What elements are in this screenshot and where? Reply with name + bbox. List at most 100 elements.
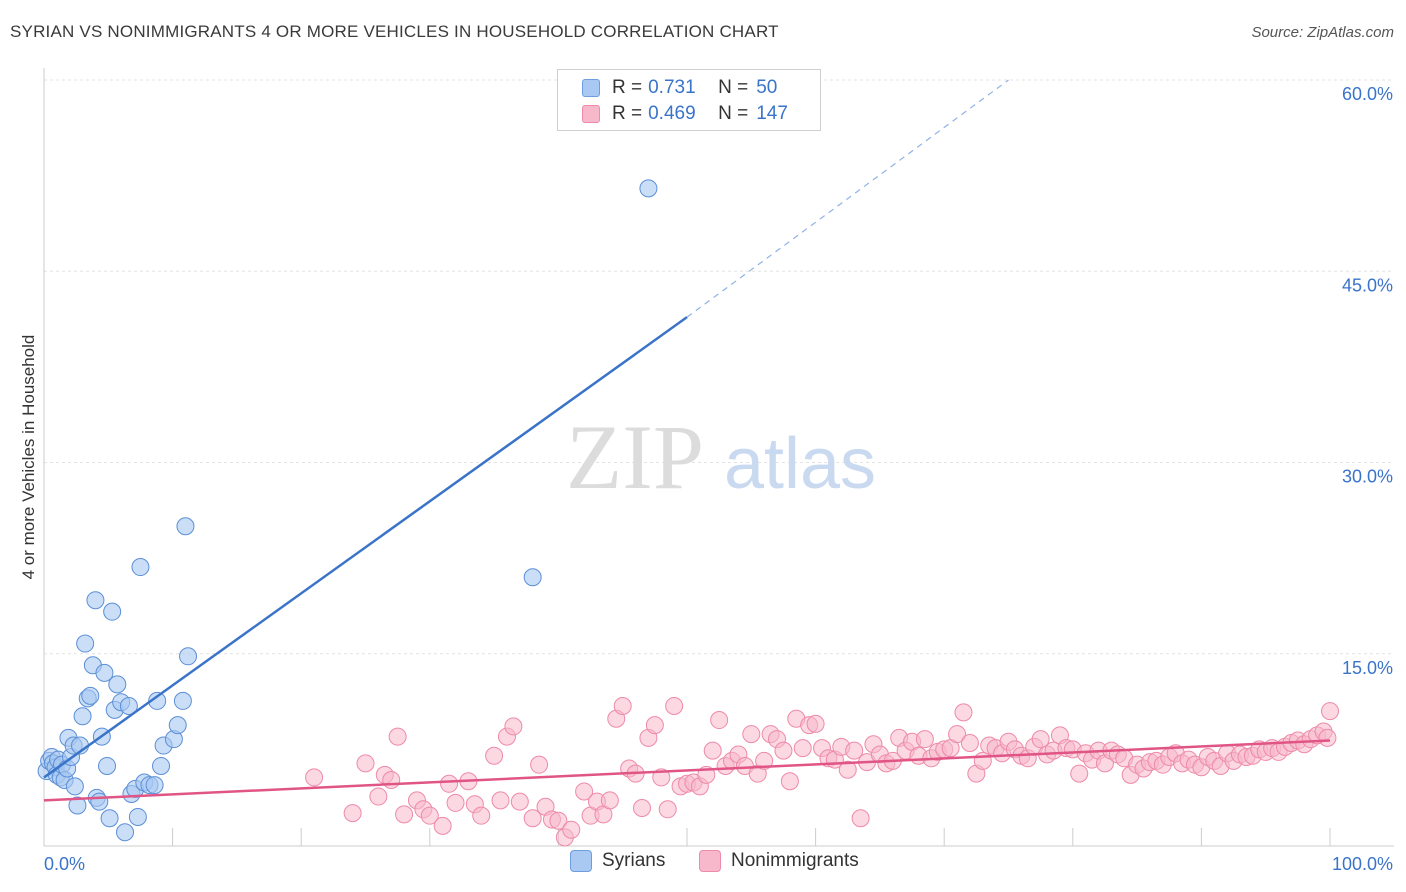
bottom-legend-label-nonimmigrants: Nonimmigrants bbox=[731, 850, 859, 871]
syrians-point bbox=[103, 602, 122, 621]
nonimmigrants-point bbox=[382, 770, 401, 789]
nonimmigrants-point bbox=[742, 725, 761, 744]
nonimmigrants-point bbox=[774, 741, 793, 760]
nonimmigrants-point bbox=[851, 809, 870, 828]
syrians-trend-line bbox=[43, 316, 688, 779]
nonimmigrants-point bbox=[388, 727, 407, 746]
x-tick-label: 0.0% bbox=[44, 854, 85, 874]
legend-n-label: N = bbox=[718, 77, 749, 98]
nonimmigrants-point bbox=[504, 717, 523, 736]
tick-labels: 15.0% 30.0% 45.0% 60.0% 0.0% 100.0% bbox=[44, 84, 1393, 874]
y-tick-label: 45.0% bbox=[1342, 275, 1393, 295]
syrians-point bbox=[168, 716, 187, 735]
legend: R = 0.731 N = 50 R = 0.469 N = 147 bbox=[557, 69, 821, 131]
nonimmigrants-point bbox=[845, 741, 864, 760]
bottom-legend-swatch-nonimmigrants bbox=[699, 850, 721, 872]
syrians-point bbox=[128, 807, 147, 826]
nonimmigrants-point bbox=[491, 791, 510, 810]
nonimmigrants-point bbox=[530, 755, 549, 774]
legend-r-value: 0.731 bbox=[648, 77, 696, 98]
nonimmigrants-point bbox=[1031, 730, 1050, 749]
nonimmigrants-point bbox=[1318, 728, 1337, 747]
x-tick-label: 100.0% bbox=[1332, 854, 1393, 874]
legend-swatch-syrians bbox=[582, 79, 600, 97]
syrians-point bbox=[148, 691, 167, 710]
nonimmigrants-point bbox=[1070, 764, 1089, 783]
nonimmigrants-point bbox=[600, 791, 619, 810]
y-tick-label: 60.0% bbox=[1342, 84, 1393, 104]
nonimmigrants-point bbox=[485, 746, 504, 765]
syrians-point bbox=[76, 634, 95, 653]
nonimmigrants-points bbox=[305, 697, 1339, 847]
legend-r-value: 0.469 bbox=[648, 103, 696, 124]
nonimmigrants-point bbox=[960, 734, 979, 752]
nonimmigrants-point bbox=[613, 697, 632, 716]
axes bbox=[43, 68, 1394, 847]
trend-lines bbox=[43, 79, 1331, 802]
nonimmigrants-point bbox=[1321, 702, 1339, 721]
syrians-point bbox=[81, 686, 100, 705]
nonimmigrants-point bbox=[806, 714, 825, 733]
watermark-atlas: atlas bbox=[724, 424, 876, 504]
source-label: Source: ZipAtlas.com bbox=[1251, 24, 1394, 41]
nonimmigrants-point bbox=[369, 787, 388, 806]
syrians-point bbox=[116, 823, 135, 842]
nonimmigrants-point bbox=[575, 782, 594, 801]
legend-r-label: R = bbox=[612, 103, 643, 124]
syrians-point bbox=[90, 792, 109, 811]
nonimmigrants-point bbox=[472, 806, 491, 825]
chart-title: SYRIAN VS NONIMMIGRANTS 4 OR MORE VEHICL… bbox=[10, 22, 779, 41]
syrians-point bbox=[100, 809, 119, 828]
syrians-point bbox=[152, 756, 171, 775]
syrians-point bbox=[523, 568, 542, 587]
nonimmigrants-point bbox=[632, 799, 651, 818]
nonimmigrants-point bbox=[703, 741, 722, 760]
syrians-point bbox=[98, 756, 117, 775]
legend-n-value: 147 bbox=[756, 103, 788, 124]
y-tick-label: 15.0% bbox=[1342, 658, 1393, 678]
syrians-point bbox=[95, 663, 114, 682]
legend-r-label: R = bbox=[612, 77, 643, 98]
syrians-point bbox=[108, 675, 127, 694]
nonimmigrants-point bbox=[710, 711, 729, 730]
legend-n-value: 50 bbox=[756, 77, 778, 98]
syrians-point bbox=[639, 179, 658, 198]
nonimmigrants-point bbox=[395, 805, 414, 824]
nonimmigrants-point bbox=[665, 697, 684, 716]
y-axis-label: 4 or more Vehicles in Household bbox=[19, 334, 38, 580]
nonimmigrants-point bbox=[973, 751, 992, 770]
bottom-legend-syrians: Syrians bbox=[570, 850, 665, 872]
nonimmigrants-point bbox=[658, 800, 677, 819]
nonimmigrants-trend-line bbox=[43, 739, 1331, 802]
nonimmigrants-point bbox=[645, 716, 664, 735]
syrians-point bbox=[176, 517, 195, 536]
bottom-legend-label-syrians: Syrians bbox=[602, 850, 666, 871]
nonimmigrants-point bbox=[838, 760, 857, 779]
legend-swatch-nonimmigrants bbox=[582, 105, 600, 123]
nonimmigrants-point bbox=[652, 768, 671, 787]
nonimmigrants-point bbox=[523, 809, 542, 828]
nonimmigrants-point bbox=[954, 703, 973, 722]
syrians-points bbox=[37, 179, 658, 842]
nonimmigrants-point bbox=[305, 768, 324, 787]
syrians-point bbox=[145, 776, 164, 795]
watermark-zip: ZIP bbox=[566, 406, 704, 508]
nonimmigrants-point bbox=[948, 725, 967, 744]
syrians-point bbox=[73, 707, 92, 726]
nonimmigrants-point bbox=[562, 820, 581, 839]
nonimmigrants-point bbox=[420, 806, 439, 825]
bottom-legend-nonimmigrants: Nonimmigrants bbox=[699, 850, 859, 872]
nonimmigrants-point bbox=[343, 804, 362, 823]
nonimmigrants-point bbox=[755, 751, 774, 770]
nonimmigrants-point bbox=[780, 772, 799, 791]
nonimmigrants-point bbox=[446, 793, 465, 812]
syrians-point bbox=[179, 647, 198, 666]
syrians-point bbox=[119, 697, 138, 716]
nonimmigrants-point bbox=[793, 739, 812, 758]
watermark: ZIP atlas bbox=[566, 406, 876, 508]
nonimmigrants-point bbox=[510, 792, 529, 811]
legend-n-label: N = bbox=[718, 103, 749, 124]
syrians-point bbox=[173, 691, 192, 710]
y-tick-label: 30.0% bbox=[1342, 467, 1393, 487]
